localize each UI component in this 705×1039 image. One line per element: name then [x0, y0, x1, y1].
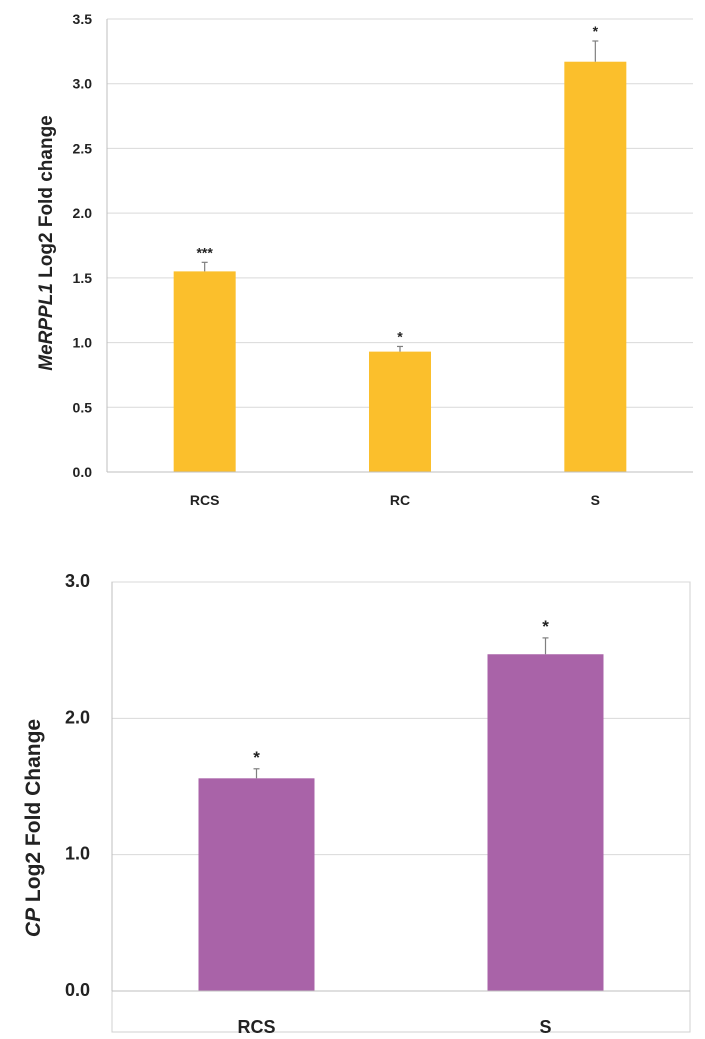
top-category-label-rc: RC [390, 492, 410, 508]
top-bar-s [564, 61, 627, 473]
bottom-bars [198, 637, 604, 991]
bottom-y-axis-label: CP Log2 Fold Change [22, 719, 45, 937]
bottom-y-tick-label: 3.0 [65, 571, 90, 591]
bottom-y-tick-label: 0.0 [65, 980, 90, 1000]
top-bar-rcs [173, 271, 236, 472]
top-y-tick-label: 1.5 [73, 270, 93, 286]
top-y-tick-label: 1.0 [73, 335, 93, 351]
top-category-label-rcs: RCS [190, 492, 220, 508]
top-labels: 0.0 0.5 1.0 1.5 2.0 2.5 3.0 3.5 *** RCS * RC * S [73, 11, 600, 508]
top-category-label-s: S [591, 492, 600, 508]
bottom-y-tick-label: 2.0 [65, 707, 90, 727]
bottom-y-axis-rest: Log2 Fold Change [22, 719, 45, 908]
top-y-tick-label: 0.5 [73, 399, 93, 415]
bottom-significance-s: * [542, 617, 549, 636]
top-axis [106, 19, 693, 473]
bottom-labels: 0.0 1.0 2.0 3.0 * RCS * S [65, 571, 552, 1037]
top-significance-s: * [593, 23, 599, 39]
top-y-tick-label: 0.0 [73, 464, 93, 480]
chart-top: 0.0 0.5 1.0 1.5 2.0 2.5 3.0 3.5 *** RCS * RC * S MeRP… [36, 11, 693, 508]
bottom-y-tick-label: 1.0 [65, 844, 90, 864]
top-y-tick-label: 2.5 [73, 140, 93, 156]
top-bar-rc [369, 351, 431, 472]
bottom-category-label-rcs: RCS [237, 1017, 275, 1037]
bottom-bar-rcs [198, 778, 315, 991]
top-bars [173, 40, 627, 473]
top-y-tick-label: 3.0 [73, 76, 93, 92]
bottom-y-axis-gene: CP [22, 907, 45, 937]
bottom-axis [111, 582, 690, 992]
bottom-bar-s [487, 654, 604, 991]
top-y-axis-gene: MeRPPL1 [36, 283, 57, 371]
chart-bottom: 0.0 1.0 2.0 3.0 * RCS * S CP Log2 Fold Change [22, 571, 691, 1037]
top-y-tick-label: 2.0 [73, 205, 93, 221]
top-significance-rc: * [397, 328, 403, 344]
top-significance-rcs: *** [196, 244, 213, 260]
top-y-axis-rest: Log2 Fold change [36, 115, 57, 283]
top-y-axis-label: MeRPPL1 Log2 Fold change [36, 115, 57, 370]
bottom-significance-rcs: * [253, 748, 260, 767]
bottom-category-label-s: S [539, 1017, 551, 1037]
top-y-tick-label: 3.5 [73, 11, 93, 27]
